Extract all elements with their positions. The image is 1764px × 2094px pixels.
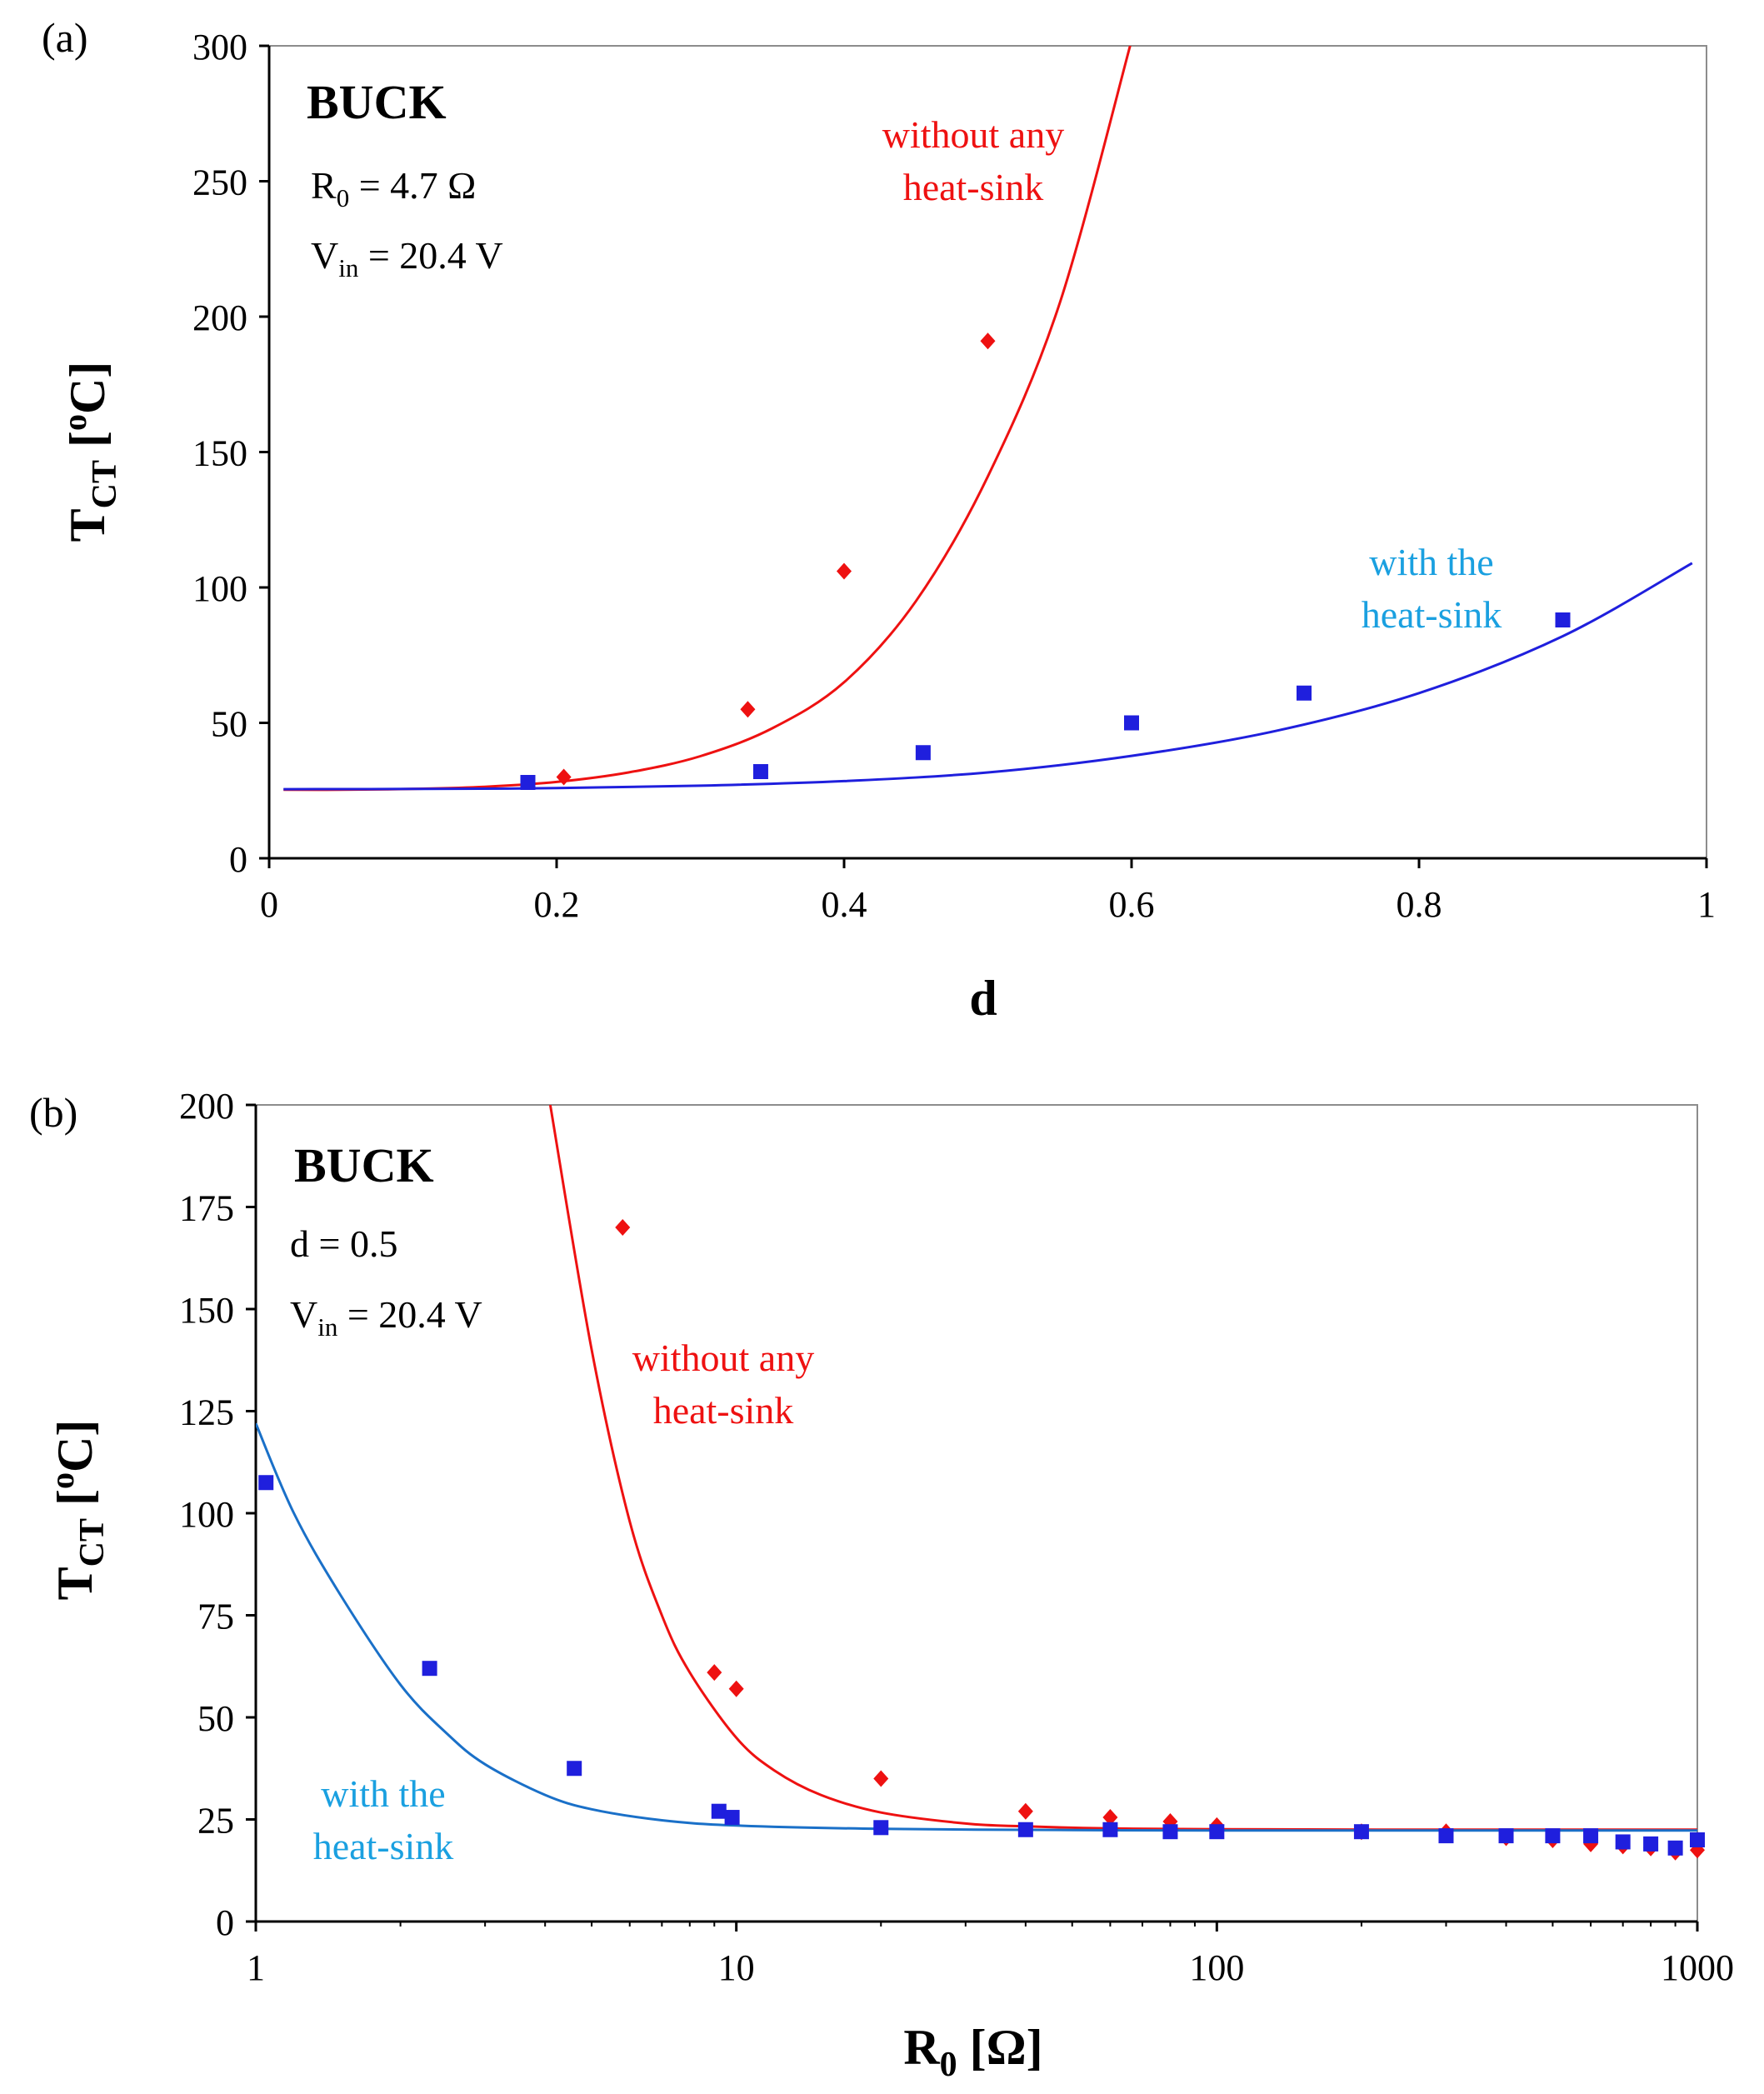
panel-a-point-with-the-heat-sink: [752, 764, 768, 779]
panel-a-x-tick-label: 0.6: [1109, 884, 1155, 925]
panel-b-label-with-line2: heat-sink: [313, 1825, 454, 1867]
panel-b-point-without-any-heat-sink: [615, 1219, 631, 1236]
panel-a-x-tick-label: 0.2: [534, 884, 580, 925]
panel-b-point-with-the-heat-sink: [1667, 1840, 1683, 1856]
panel-b-y-tick-label: 200: [179, 1086, 234, 1127]
panel-b-param-vin: Vin = 20.4 V: [290, 1293, 482, 1342]
panel-a-point-without-any-heat-sink: [837, 562, 852, 580]
panel-a-y-tick-label: 250: [192, 162, 247, 203]
panel-b-x-tick-label: 10: [718, 1947, 755, 1988]
panel-b-label: (b): [29, 1089, 77, 1136]
panel-b-point-without-any-heat-sink: [1017, 1802, 1033, 1820]
panel-b-point-with-the-heat-sink: [258, 1475, 274, 1491]
panel-b-y-tick-label: 0: [216, 1902, 234, 1943]
panel-a-y-tick-label: 50: [211, 704, 247, 745]
panel-b-y-tick-label: 175: [179, 1188, 234, 1229]
panel-a-param-vin: Vin = 20.4 V: [311, 234, 503, 282]
panel-b-title: BUCK: [294, 1138, 434, 1192]
panel-b-points: [258, 1219, 1705, 1861]
panel-a-y-tick-label: 100: [192, 568, 247, 609]
panel-b-y-tick-label: 125: [179, 1392, 234, 1433]
panel-a-point-without-any-heat-sink: [740, 701, 756, 718]
panel-a-x-ticks: 0 0.2 0.4 0.6 0.8 1: [260, 858, 1716, 925]
panel-b-point-without-any-heat-sink: [873, 1770, 889, 1787]
panel-a-x-tick-label: 0.4: [822, 884, 867, 925]
panel-b-point-with-the-heat-sink: [422, 1661, 437, 1677]
panel-a-label-without-line1: without any: [882, 113, 1064, 156]
panel-b-y-tick-label: 100: [179, 1494, 234, 1535]
panel-a-x-tick-label: 1: [1697, 884, 1716, 925]
panel-a-curve-with-the-heat-sink: [283, 562, 1693, 791]
panel-b-label-without-line2: heat-sink: [653, 1389, 794, 1432]
panel-a-x-tick-label: 0: [260, 884, 278, 925]
panel-b-point-with-the-heat-sink: [567, 1761, 582, 1777]
panel-a-point-with-the-heat-sink: [1297, 685, 1312, 701]
panel-b-point-with-the-heat-sink: [1162, 1824, 1178, 1840]
panel-a-x-tick-label: 0.8: [1397, 884, 1442, 925]
panel-b-y-tick-label: 150: [179, 1290, 234, 1331]
panel-a-y-ticks: 0 50 100 150 200 250 300: [192, 27, 269, 880]
panel-b-point-with-the-heat-sink: [1615, 1834, 1631, 1850]
panel-b-point-with-the-heat-sink: [711, 1803, 727, 1819]
panel-a-point-with-the-heat-sink: [1124, 715, 1139, 731]
panel-b-x-tick-label: 1: [247, 1947, 265, 1988]
panel-a-label-without-line2: heat-sink: [903, 166, 1044, 208]
panel-b-y-tick-label: 50: [197, 1698, 234, 1739]
panel-a-point-with-the-heat-sink: [1555, 612, 1571, 627]
panel-b-point-with-the-heat-sink: [1102, 1822, 1118, 1837]
panel-a-label-with-line1: with the: [1369, 541, 1493, 583]
panel-b-point-with-the-heat-sink: [724, 1810, 740, 1826]
panel-b-y-tick-label: 25: [197, 1801, 234, 1842]
panel-b-point-with-the-heat-sink: [1017, 1822, 1033, 1837]
panel-a-point-with-the-heat-sink: [915, 745, 931, 761]
panel-a: (a) 0 50 100 150 200 250 300 0 0.2 0.4 0.6 0.8 1 BU…: [42, 14, 1716, 1026]
panel-b-x-tick-label: 100: [1189, 1947, 1244, 1988]
panel-b-point-without-any-heat-sink: [1102, 1809, 1118, 1827]
panel-b-y-tick-label: 75: [197, 1597, 234, 1637]
panel-a-label: (a): [42, 14, 88, 61]
panel-b-point-with-the-heat-sink: [1438, 1828, 1454, 1844]
panel-a-y-tick-label: 150: [192, 433, 247, 474]
panel-a-y-axis-label: TCT [oC]: [56, 362, 124, 542]
panel-a-curves: [283, 46, 1693, 792]
panel-b-point-with-the-heat-sink: [873, 1820, 889, 1836]
panel-b-point-with-the-heat-sink: [1545, 1828, 1561, 1844]
panel-a-param-r0: R0 = 4.7 Ω: [311, 164, 476, 212]
panel-b-point-with-the-heat-sink: [1643, 1836, 1659, 1852]
panel-a-x-axis-label: d: [969, 971, 997, 1026]
panel-a-point-without-any-heat-sink: [980, 332, 996, 350]
panel-b-point-with-the-heat-sink: [1209, 1824, 1225, 1840]
panel-a-title: BUCK: [307, 75, 447, 129]
panel-b-y-ticks: 0 25 50 75 100 125 150 175 200: [179, 1086, 256, 1943]
panel-a-point-with-the-heat-sink: [520, 775, 536, 790]
panel-b-point-with-the-heat-sink: [1498, 1828, 1514, 1844]
panel-b-param-d: d = 0.5: [290, 1222, 397, 1265]
panel-a-points: [520, 332, 1571, 790]
panel-b: (b) 0 25 50 75 100 125 150 175 200 1 10 100 1000 BU…: [29, 1086, 1734, 2084]
panel-a-point-without-any-heat-sink: [556, 768, 572, 786]
panel-b-point-without-any-heat-sink: [707, 1664, 722, 1682]
panel-b-label-without-line1: without any: [632, 1337, 814, 1379]
panel-b-point-without-any-heat-sink: [728, 1680, 744, 1697]
panel-a-label-with-line2: heat-sink: [1362, 593, 1502, 636]
panel-a-y-tick-label: 200: [192, 297, 247, 338]
panel-b-point-with-the-heat-sink: [1353, 1824, 1369, 1840]
panel-b-point-with-the-heat-sink: [1690, 1832, 1705, 1847]
panel-b-x-axis-label: R0 [Ω]: [903, 2020, 1042, 2084]
panel-a-y-tick-label: 300: [192, 27, 247, 67]
panel-a-y-tick-label: 0: [229, 839, 247, 880]
panel-b-y-axis-label: TCT [oC]: [43, 1420, 112, 1601]
panel-b-x-ticks: 1 10 100 1000: [247, 1922, 1734, 1988]
panel-b-point-with-the-heat-sink: [1583, 1828, 1599, 1844]
panel-b-label-with-line1: with the: [321, 1772, 445, 1815]
panel-b-x-tick-label: 1000: [1661, 1947, 1734, 1988]
